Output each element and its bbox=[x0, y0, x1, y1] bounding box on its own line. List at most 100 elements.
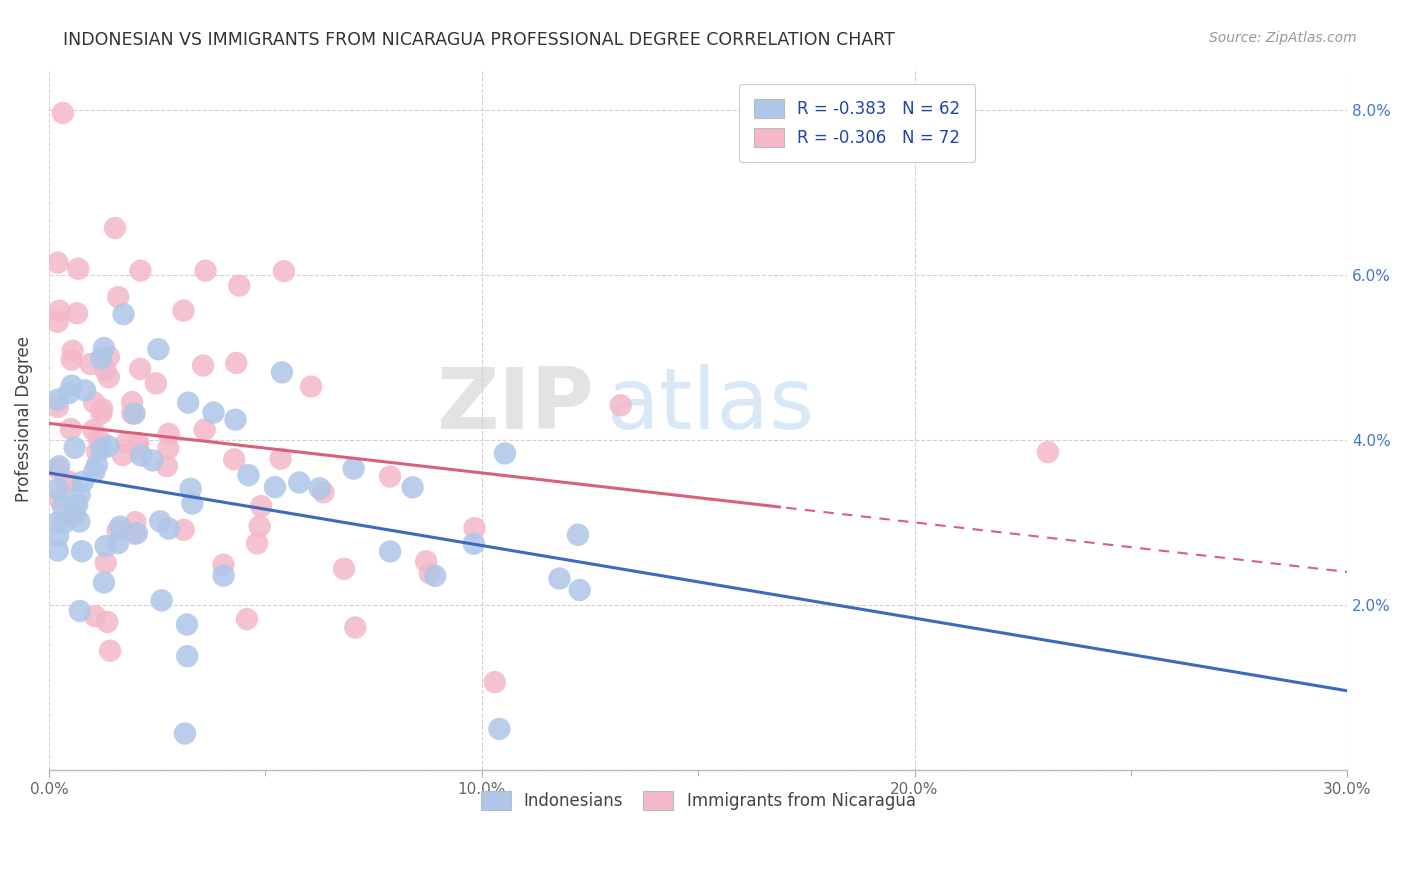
Point bbox=[94, 362, 117, 376]
Point bbox=[228, 278, 250, 293]
Point bbox=[121, 406, 143, 420]
Point bbox=[308, 481, 330, 495]
Point bbox=[59, 475, 82, 489]
Point bbox=[93, 341, 115, 355]
Point bbox=[157, 426, 180, 441]
Point bbox=[124, 526, 146, 541]
Point bbox=[46, 392, 69, 407]
Point bbox=[46, 315, 69, 329]
Point bbox=[46, 256, 69, 270]
Point bbox=[288, 475, 311, 490]
Point bbox=[149, 514, 172, 528]
Point bbox=[401, 480, 423, 494]
Point bbox=[94, 539, 117, 553]
Point bbox=[344, 620, 367, 634]
Point bbox=[46, 482, 69, 496]
Y-axis label: Professional Degree: Professional Degree bbox=[15, 336, 32, 502]
Point bbox=[202, 406, 225, 420]
Point bbox=[121, 395, 143, 409]
Point bbox=[127, 436, 149, 450]
Point bbox=[96, 615, 118, 629]
Text: INDONESIAN VS IMMIGRANTS FROM NICARAGUA PROFESSIONAL DEGREE CORRELATION CHART: INDONESIAN VS IMMIGRANTS FROM NICARAGUA … bbox=[63, 31, 896, 49]
Point bbox=[52, 106, 75, 120]
Text: ZIP: ZIP bbox=[436, 364, 595, 447]
Point bbox=[378, 469, 401, 483]
Point bbox=[115, 435, 138, 450]
Point bbox=[55, 474, 77, 488]
Point bbox=[567, 528, 589, 542]
Point bbox=[127, 441, 149, 455]
Point bbox=[107, 524, 129, 538]
Point bbox=[173, 523, 195, 537]
Point bbox=[176, 617, 198, 632]
Point bbox=[63, 505, 86, 519]
Point bbox=[107, 536, 129, 550]
Point bbox=[90, 406, 112, 420]
Point bbox=[60, 378, 83, 392]
Point bbox=[299, 379, 322, 393]
Point bbox=[249, 519, 271, 533]
Point bbox=[224, 412, 246, 426]
Point bbox=[224, 452, 246, 467]
Point bbox=[236, 612, 259, 626]
Point bbox=[84, 609, 107, 624]
Legend: Indonesians, Immigrants from Nicaragua: Indonesians, Immigrants from Nicaragua bbox=[465, 775, 931, 825]
Point bbox=[609, 398, 631, 412]
Point bbox=[86, 458, 108, 472]
Point bbox=[52, 500, 75, 514]
Point bbox=[238, 468, 260, 483]
Point bbox=[46, 400, 69, 414]
Point bbox=[548, 572, 571, 586]
Point bbox=[212, 558, 235, 572]
Point bbox=[63, 508, 86, 523]
Point bbox=[58, 386, 80, 401]
Point bbox=[86, 444, 108, 458]
Point bbox=[67, 261, 90, 276]
Point bbox=[97, 370, 120, 384]
Point bbox=[104, 221, 127, 235]
Point bbox=[46, 462, 69, 476]
Point bbox=[129, 362, 152, 376]
Text: atlas: atlas bbox=[607, 364, 815, 447]
Point bbox=[312, 485, 335, 500]
Point bbox=[70, 544, 93, 558]
Point bbox=[157, 522, 180, 536]
Point bbox=[378, 544, 401, 558]
Point bbox=[273, 264, 295, 278]
Point bbox=[62, 343, 84, 358]
Point bbox=[83, 465, 105, 479]
Point bbox=[271, 365, 294, 379]
Point bbox=[177, 395, 200, 409]
Point bbox=[246, 536, 269, 550]
Point bbox=[97, 439, 120, 453]
Point bbox=[148, 342, 170, 356]
Point bbox=[60, 352, 83, 367]
Point bbox=[87, 432, 110, 446]
Point bbox=[63, 441, 86, 455]
Point bbox=[94, 556, 117, 570]
Point bbox=[270, 451, 292, 466]
Point bbox=[250, 499, 273, 513]
Point bbox=[1036, 445, 1059, 459]
Point bbox=[124, 407, 146, 421]
Point bbox=[125, 526, 148, 541]
Point bbox=[174, 726, 197, 740]
Point bbox=[69, 604, 91, 618]
Point bbox=[107, 290, 129, 304]
Point bbox=[48, 303, 70, 318]
Point bbox=[212, 568, 235, 582]
Point bbox=[66, 498, 89, 512]
Point bbox=[172, 303, 194, 318]
Point bbox=[90, 442, 112, 456]
Point bbox=[194, 423, 217, 437]
Point bbox=[98, 644, 121, 658]
Point bbox=[46, 516, 69, 530]
Point bbox=[72, 475, 94, 489]
Point bbox=[463, 537, 485, 551]
Point bbox=[108, 519, 131, 533]
Point bbox=[90, 351, 112, 366]
Point bbox=[97, 350, 120, 364]
Point bbox=[225, 356, 247, 370]
Point bbox=[69, 488, 91, 502]
Point bbox=[145, 376, 167, 391]
